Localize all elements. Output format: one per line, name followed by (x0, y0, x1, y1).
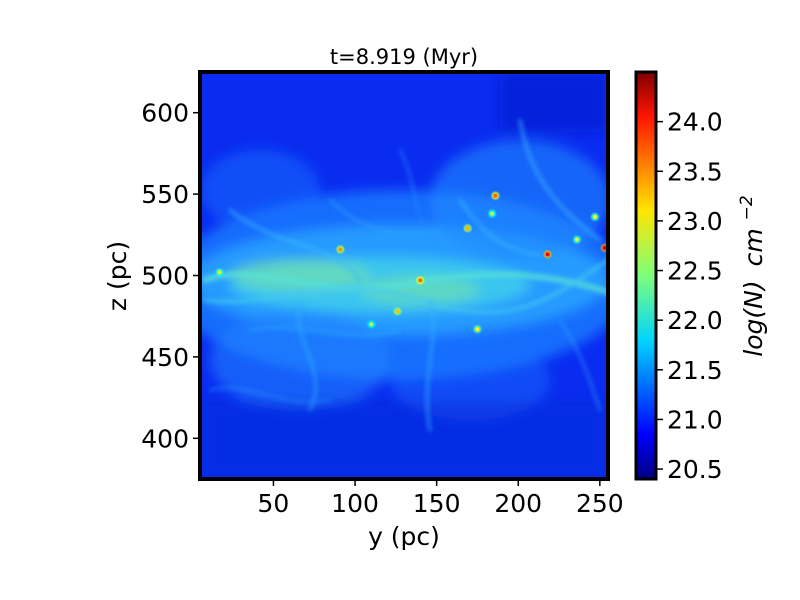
heatmap-image (200, 72, 608, 479)
x-tick-label: 50 (258, 489, 290, 518)
dense-clump (217, 270, 222, 275)
colorbar-tick-label: 22.5 (667, 257, 723, 286)
x-tick-label: 100 (331, 489, 379, 518)
x-tick-label: 200 (494, 489, 542, 518)
colorbar-tick-label: 22.0 (667, 306, 723, 335)
colorbar (634, 70, 658, 481)
x-axis-label: y (pc) (368, 522, 440, 551)
dense-clump (592, 214, 597, 219)
dense-clump (545, 252, 550, 257)
colorbar-tick-label: 21.5 (667, 356, 723, 385)
colorbar-axis: 20.5 21.0 21.5 22.0 22.5 23.0 23.5 24.0 (656, 108, 723, 484)
dense-clump (418, 278, 423, 283)
y-tick-label: 550 (141, 180, 189, 209)
colorbar-label-main: log(N) (739, 280, 768, 356)
dense-clump (490, 211, 495, 216)
x-axis: 50 100 150 200 250 (258, 479, 624, 518)
dense-clump (369, 322, 374, 327)
colorbar-label-exponent: −2 (737, 195, 757, 220)
y-axis: 400 450 500 550 600 (141, 99, 200, 453)
dense-clump (493, 193, 498, 198)
chart-title: t=8.919 (Myr) (330, 45, 478, 69)
dense-clump (602, 245, 607, 250)
colorbar-tick-label: 20.5 (667, 455, 723, 484)
dense-clump (475, 327, 480, 332)
colorbar-tick-label: 21.0 (667, 405, 723, 434)
y-axis-label: z (pc) (103, 241, 132, 311)
y-tick-label: 450 (141, 343, 189, 372)
filaments (202, 118, 608, 432)
dense-clump (395, 309, 400, 314)
y-tick-label: 600 (141, 99, 189, 128)
diffuse-layer (200, 72, 608, 479)
colorbar-label: log(N) cm −2 (737, 195, 768, 356)
x-tick-label: 150 (413, 489, 461, 518)
y-tick-label: 400 (141, 424, 189, 453)
dense-clump (574, 237, 579, 242)
y-tick-label: 500 (141, 262, 189, 291)
colorbar-tick-label: 23.0 (667, 207, 723, 236)
colorbar-tick-label: 23.5 (667, 157, 723, 186)
x-tick-label: 250 (576, 489, 624, 518)
dense-clumps (215, 191, 608, 334)
colorbar-tick-label: 24.0 (667, 108, 723, 137)
dense-clump (338, 247, 343, 252)
colorbar-label-unit: cm (739, 228, 768, 266)
dense-clump (465, 226, 470, 231)
